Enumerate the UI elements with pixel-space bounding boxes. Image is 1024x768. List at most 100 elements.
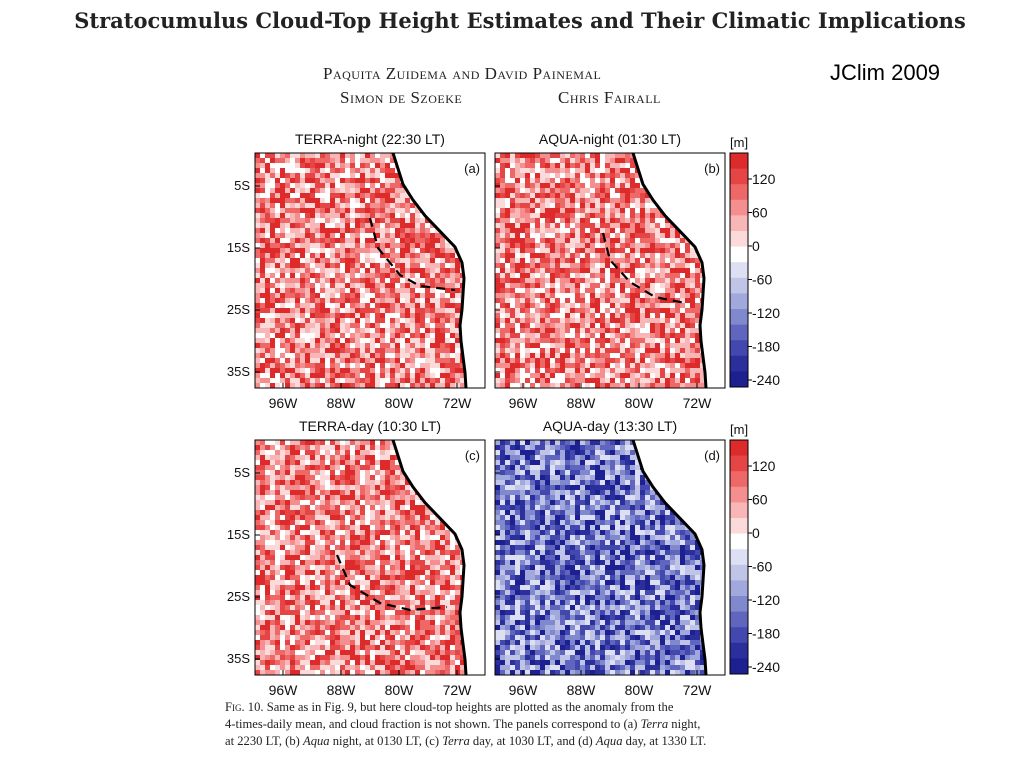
x-tick-label: 96W <box>269 682 299 698</box>
x-tick-label: 72W <box>683 682 713 698</box>
colorbar-tick-label: -60 <box>752 272 772 288</box>
panel-frame <box>254 152 486 389</box>
colorbar-tick-label: 0 <box>752 238 760 254</box>
x-tick-label: 80W <box>385 395 415 411</box>
panel-title: TERRA-day (10:30 LT) <box>299 418 441 434</box>
colorbar-tick-label: 120 <box>752 458 776 474</box>
colorbar-segment <box>730 277 748 294</box>
colorbar-segment <box>730 371 748 388</box>
x-tick-label: 80W <box>625 682 655 698</box>
paper-title: Stratocumulus Cloud-Top Height Estimates… <box>74 8 966 33</box>
panel-title: TERRA-night (22:30 LT) <box>295 131 445 147</box>
x-tick-label: 88W <box>327 682 357 698</box>
colorbar-segment <box>730 293 748 310</box>
coastline <box>391 153 468 388</box>
coastline <box>631 440 708 675</box>
y-tick-label: 5S <box>234 178 250 193</box>
colorbar-segment <box>730 486 748 503</box>
colorbar-unit: [m] <box>730 135 748 150</box>
dashed-arc <box>335 554 448 612</box>
colorbar-segment <box>730 246 748 263</box>
y-tick-label: 5S <box>234 465 250 480</box>
y-tick-label: 15S <box>227 240 250 255</box>
colorbar-tick-label: -120 <box>752 305 780 321</box>
colorbar-tick-label: 60 <box>752 205 768 221</box>
colorbar-tick-label: -180 <box>752 626 780 642</box>
colorbar-segment <box>730 231 748 247</box>
caption-line-1: Same as in Fig. 9, but here cloud-top he… <box>263 700 674 714</box>
panel-frame <box>494 439 726 676</box>
colorbar-segment <box>730 658 748 675</box>
colorbar-segment <box>730 549 748 566</box>
land-mask <box>393 440 485 675</box>
land-mask <box>633 153 725 388</box>
x-tick-label: 96W <box>509 682 539 698</box>
y-tick-label: 15S <box>227 527 250 542</box>
colorbar-unit: [m] <box>730 422 748 437</box>
figure-caption: Fig. 10. Same as in Fig. 9, but here clo… <box>225 699 785 750</box>
colorbar-segment <box>730 199 748 216</box>
journal-tag: JClim 2009 <box>830 60 941 85</box>
colorbar-segment <box>730 215 748 232</box>
caption-aqua-1: Aqua <box>303 734 330 748</box>
map-panel-1 <box>254 152 486 389</box>
panel-frame <box>254 439 486 676</box>
x-tick-label: 88W <box>567 395 597 411</box>
panel-tag: (b) <box>704 161 720 176</box>
caption-line-3c: day, at 1030 LT, and (d) <box>469 734 596 748</box>
map-panel-4 <box>494 439 726 676</box>
x-tick-label: 88W <box>567 682 597 698</box>
map-panel-2 <box>494 152 726 389</box>
colorbar-tick-label: 120 <box>752 171 776 187</box>
caption-terra-1: Terra <box>640 717 669 731</box>
x-tick-label: 80W <box>385 682 415 698</box>
colorbar-tick-label: 60 <box>752 492 768 508</box>
colorbar-segment <box>730 611 748 628</box>
colorbar-segment <box>730 642 748 659</box>
caption-terra-2: Terra <box>442 734 470 748</box>
panel-frame <box>494 152 726 389</box>
colorbar-segment <box>730 455 748 472</box>
colorbar-segment <box>730 324 748 341</box>
dashed-arc <box>601 232 686 305</box>
colorbar-tick-label: -120 <box>752 592 780 608</box>
colorbar-2 <box>729 439 752 675</box>
author-fairall: Chris Fairall <box>558 88 661 107</box>
colorbar-tick-label: 0 <box>752 525 760 541</box>
colorbar-segment <box>730 564 748 581</box>
colorbar-frame <box>729 439 749 675</box>
x-tick-label: 72W <box>443 395 473 411</box>
colorbar-segment <box>730 471 748 488</box>
colorbar-frame <box>729 152 749 388</box>
colorbar-segment <box>730 596 748 612</box>
colorbar-segment <box>730 440 748 456</box>
panel-tag: (d) <box>704 448 720 463</box>
colorbar-1 <box>729 152 752 388</box>
caption-line-3b: night, at 0130 LT, (c) <box>329 734 443 748</box>
colorbar-segment <box>730 502 748 519</box>
colorbar-segment <box>730 153 748 169</box>
anomaly-field <box>495 440 725 675</box>
y-tick-label: 35S <box>227 364 250 379</box>
anomaly-field <box>495 153 725 388</box>
panel-title: AQUA-night (01:30 LT) <box>539 131 681 147</box>
caption-line-2-end: night, <box>668 717 701 731</box>
colorbar-segment <box>730 262 748 279</box>
x-tick-label: 72W <box>683 395 713 411</box>
panel-title: AQUA-day (13:30 LT) <box>543 418 677 434</box>
colorbar-segment <box>730 184 748 201</box>
anomaly-field <box>255 440 485 675</box>
colorbar-segment <box>730 533 748 550</box>
panel-tag: (c) <box>465 448 480 463</box>
colorbar-segment <box>730 627 748 644</box>
x-tick-label: 88W <box>327 395 357 411</box>
colorbar-tick-label: -240 <box>752 659 780 675</box>
anomaly-field <box>255 153 485 388</box>
caption-aqua-2: Aqua <box>595 734 623 748</box>
colorbar-segment <box>730 309 748 325</box>
x-tick-label: 72W <box>443 682 473 698</box>
colorbar-segment <box>730 168 748 185</box>
land-mask <box>393 153 485 388</box>
colorbar-segment <box>730 518 748 534</box>
